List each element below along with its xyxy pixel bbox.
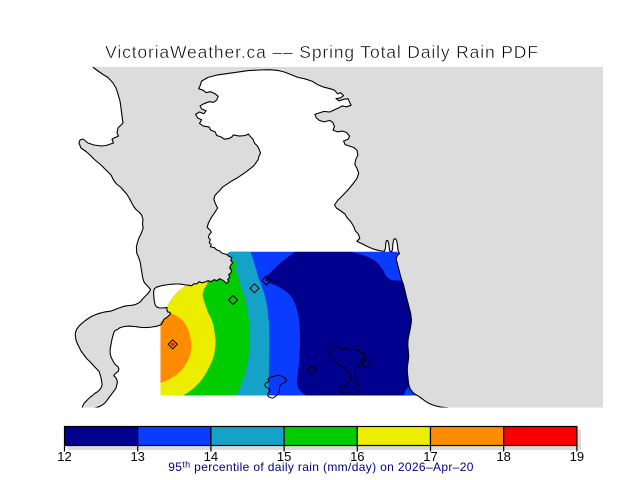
svg-text:VictoriaWeather.ca –– Spring T: VictoriaWeather.ca –– Spring Total Daily… xyxy=(105,42,539,62)
svg-text:12: 12 xyxy=(57,449,71,464)
svg-text:16: 16 xyxy=(350,449,364,464)
svg-text:19: 19 xyxy=(570,449,584,464)
svg-text:13: 13 xyxy=(130,449,144,464)
svg-text:95th percentile of daily rain: 95th percentile of daily rain (mm/day) o… xyxy=(168,460,474,475)
svg-text:14: 14 xyxy=(204,449,218,464)
svg-text:17: 17 xyxy=(423,449,437,464)
svg-text:18: 18 xyxy=(496,449,510,464)
svg-text:15: 15 xyxy=(277,449,291,464)
